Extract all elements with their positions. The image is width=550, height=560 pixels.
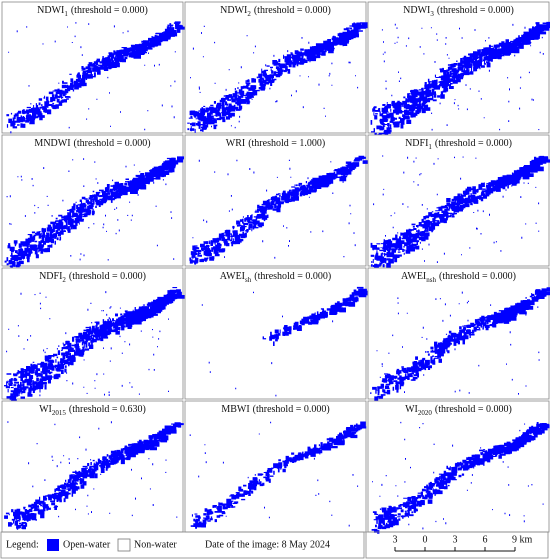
water-map — [6, 21, 185, 134]
scale-box — [365, 531, 549, 559]
threshold: (threshold = 0.000) — [253, 404, 330, 415]
legend-label: Legend: — [6, 539, 39, 550]
map-panel: NDWI3 (threshold = 0.000) — [367, 1, 550, 138]
legend-box — [0, 531, 365, 559]
map-panel: NDWI2 (threshold = 0.000) — [184, 1, 368, 134]
water-map — [201, 286, 368, 397]
index-subscript: 2015 — [52, 409, 67, 417]
water-map — [371, 421, 550, 534]
scale-label: 6 — [483, 534, 488, 545]
panel-grid: NDWI1 (threshold = 0.000) NDWI2 (threshold … — [1, 1, 550, 534]
map-panel: AWEIsh (threshold = 0.000) — [184, 267, 368, 400]
panel-title: WI2015 (threshold = 0.630) — [39, 404, 146, 416]
threshold: (threshold = 1.000) — [248, 138, 325, 149]
index-name: NDWI — [220, 5, 247, 16]
index-name: WI — [39, 404, 52, 415]
index-name: NDFI — [405, 138, 428, 149]
threshold: (threshold = 0.000) — [435, 138, 512, 149]
index-subscript: 1 — [64, 10, 68, 18]
index-subscript: 2 — [247, 10, 251, 18]
panel-title: NDWI2 (threshold = 0.000) — [220, 5, 331, 17]
scale-label: 3 — [453, 534, 458, 545]
map-panel: AWEInsh (threshold = 0.000) — [367, 267, 550, 401]
panel-title: NDWI3 (threshold = 0.000) — [403, 5, 514, 17]
legend-water-swatch — [47, 539, 59, 551]
map-panel: WI2020 (threshold = 0.000) — [367, 400, 550, 534]
index-subscript: 3 — [430, 10, 434, 18]
index-name: NDWI — [37, 5, 64, 16]
index-subscript: 2020 — [418, 409, 433, 417]
index-name: AWEI — [401, 271, 426, 282]
threshold: (threshold = 0.000) — [435, 404, 512, 415]
image-date: Date of the image: 8 May 2024 — [205, 539, 330, 550]
legend-nonwater-swatch — [117, 538, 131, 552]
water-map — [370, 155, 550, 269]
panel-title: NDWI1 (threshold = 0.000) — [37, 5, 148, 17]
panel-title: AWEIsh (threshold = 0.000) — [220, 271, 332, 283]
index-name: WI — [405, 404, 418, 415]
map-panel: MBWI (threshold = 0.000) — [184, 400, 367, 533]
legend-item: Non-water — [134, 539, 177, 550]
index-name: MBWI — [221, 404, 249, 415]
water-map — [187, 22, 368, 133]
index-subscript: sh — [245, 276, 252, 284]
index-name: WRI — [226, 138, 245, 149]
threshold: (threshold = 0.000) — [437, 5, 514, 16]
scale-bar: 3 0 3 6 9 km — [393, 534, 533, 552]
threshold: (threshold = 0.000) — [254, 5, 331, 16]
water-map — [189, 421, 367, 529]
map-panel: WRI (threshold = 1.000) — [184, 134, 369, 267]
map-panel: WI2015 (threshold = 0.630) — [1, 400, 184, 533]
threshold: (threshold = 0.000) — [71, 5, 148, 16]
panel-title: MNDWI (threshold = 0.000) — [34, 138, 150, 149]
map-panel: NDFI1 (threshold = 0.000) — [367, 134, 550, 269]
scale-label: 3 — [393, 534, 398, 545]
panel-title: MBWI (threshold = 0.000) — [221, 404, 329, 415]
threshold: (threshold = 0.000) — [74, 138, 151, 149]
map-panel: NDWI1 (threshold = 0.000) — [1, 1, 185, 134]
panel-title: AWEInsh (threshold = 0.000) — [401, 271, 516, 283]
index-name: MNDWI — [34, 138, 70, 149]
index-subscript: 1 — [428, 143, 432, 151]
water-map — [189, 155, 369, 265]
panel-title: NDFI1 (threshold = 0.000) — [405, 138, 512, 150]
water-map — [370, 21, 550, 138]
water-map — [4, 287, 185, 407]
panel-title: WRI (threshold = 1.000) — [226, 138, 325, 149]
map-panel: MNDWI (threshold = 0.000) — [1, 134, 184, 268]
threshold: (threshold = 0.630) — [69, 404, 146, 415]
threshold: (threshold = 0.000) — [254, 271, 331, 282]
scale-label: 9 km — [512, 534, 533, 545]
threshold: (threshold = 0.000) — [69, 271, 146, 282]
panel-title: WI2020 (threshold = 0.000) — [405, 404, 512, 416]
index-name: NDFI — [39, 271, 62, 282]
threshold: (threshold = 0.000) — [439, 271, 516, 282]
index-subscript: 2 — [62, 276, 66, 284]
legend-item: Open-water — [63, 539, 111, 550]
index-subscript: nsh — [426, 276, 436, 284]
water-map — [370, 287, 550, 401]
index-name: AWEI — [220, 271, 245, 282]
panel-title: NDFI2 (threshold = 0.000) — [39, 271, 146, 283]
map-panel: NDFI2 (threshold = 0.000) — [1, 267, 185, 407]
index-name: NDWI — [403, 5, 430, 16]
panel-frame — [184, 267, 367, 400]
scale-label: 0 — [423, 534, 428, 545]
water-map — [4, 421, 184, 530]
water-map — [4, 156, 184, 268]
